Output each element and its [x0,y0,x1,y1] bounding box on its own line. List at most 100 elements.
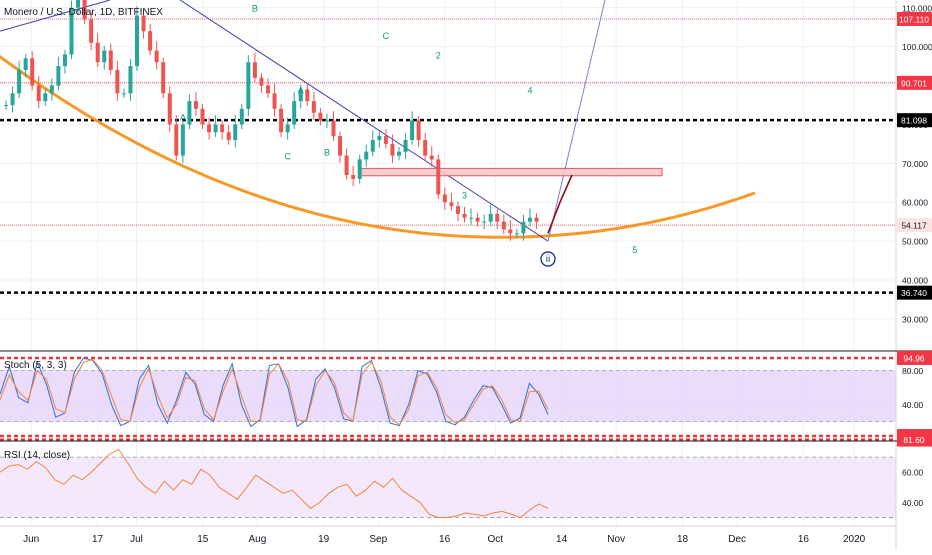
candle-body [436,159,441,195]
indicator-series-rsi [0,448,549,519]
candle-body [69,7,74,55]
candle-body [390,143,395,156]
candle-body [324,120,329,122]
candle-body [331,120,336,137]
candle-body [95,42,100,63]
wave-label: A [298,85,304,95]
candle-body [239,108,244,125]
x-tick-label: 19 [318,534,330,545]
candle-body [207,124,212,133]
level-label: 90.701 [901,78,927,88]
level-tag [897,75,932,90]
candle-body [266,85,270,94]
trendline [0,0,111,32]
candle-body [318,112,323,121]
candle-body [193,101,198,109]
wave-label: B [324,148,330,158]
candle-body [10,93,15,105]
y-tick-label: 40.00 [902,498,924,508]
candle-body [246,62,251,109]
projection-line [547,0,606,242]
candle-body [115,70,120,94]
wave-label: A [180,113,186,123]
candle-body [76,0,81,8]
y-tick-label: 40.00 [902,400,924,410]
overbought-oversold-band [0,370,896,422]
x-tick-label: 16 [439,534,451,545]
candle-body [259,77,264,86]
overbought-oversold-band [0,457,896,518]
candle-body [311,101,316,113]
x-tick-label: Nov [607,534,625,545]
candle-body [23,58,28,70]
candle-body [351,175,356,179]
wave-label: 2 [436,50,441,60]
wave-label: 3 [462,190,467,200]
candle-body [449,202,454,207]
y-tick-label: 110.000 [902,3,932,13]
y-tick-label: 40.000 [902,276,928,286]
candle-body [528,217,532,222]
x-tick-label: 2020 [843,534,866,545]
candle-body [423,140,428,156]
x-tick-label: Oct [488,534,504,545]
trendline [179,0,549,242]
candle-body [279,108,284,133]
level-tag [897,12,932,27]
indicator-level-tag [897,350,932,365]
level-label: 107.110 [899,15,929,25]
candle-body [62,54,67,67]
x-tick-label: Dec [728,534,746,545]
candle-body [36,85,41,102]
x-tick-label: 14 [556,534,568,545]
candle-body [89,19,94,43]
level-label: 36.740 [901,288,927,298]
level-label: 81.098 [901,116,927,126]
level-lines [0,18,896,441]
projection-label: ii [546,254,550,265]
candle-body [187,101,192,125]
candle-body [102,50,107,63]
resistance-zone [359,167,663,177]
indicator-lines [0,357,549,519]
candle-body [469,217,474,219]
candle-body [252,62,257,78]
candle-body [397,151,401,156]
wave-label: C [383,31,390,41]
candle-body [135,15,139,67]
candle-body [370,140,375,152]
candle-body [272,93,277,109]
level-tag [897,218,932,233]
rsi-pane-title: RSI (14, close) [4,450,70,461]
candle-body [220,124,225,133]
candle-body [200,108,205,125]
y-tick-label: 60.00 [902,468,924,478]
wave-label: B [252,4,258,14]
cup-arc [0,54,756,239]
candle-body [226,132,231,140]
candle-body [410,120,415,140]
candle-body [285,124,290,133]
candle-body [213,124,218,133]
path-arrow [547,174,573,234]
level-tag [897,285,932,300]
y-tick-label: 100.000 [902,42,932,52]
candle-body [43,93,48,102]
candle-body [338,136,343,156]
candle-body [128,66,133,94]
x-tick-label: 17 [92,534,104,545]
candle-body [174,124,179,156]
candle-body [121,93,126,95]
candle-body [141,15,146,32]
candle-body [357,159,362,179]
candle-body [416,120,421,140]
candle-body [161,62,166,94]
wave-label: 4 [527,85,532,95]
candle-body [108,50,113,70]
level-tag [897,113,932,128]
candles-layer [4,0,539,241]
candle-body [82,0,87,20]
